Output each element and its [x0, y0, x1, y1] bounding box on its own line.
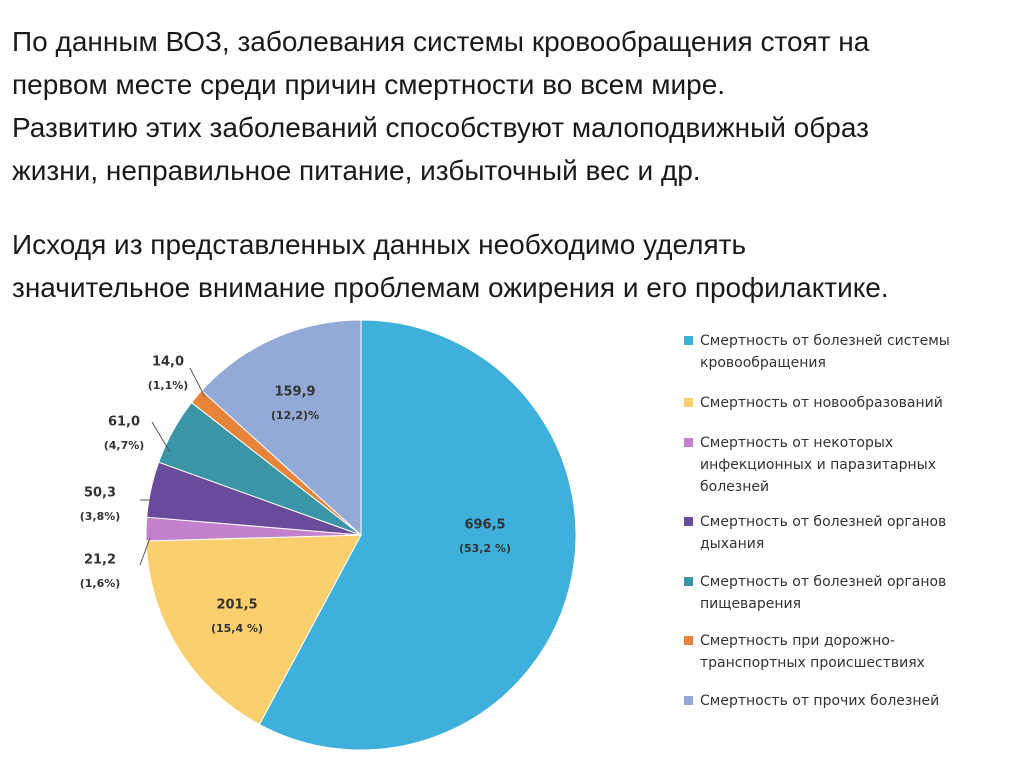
paragraph: По данным ВОЗ, заболевания системы крово…	[12, 20, 869, 192]
text-line: значительное внимание проблемам ожирения…	[12, 272, 889, 303]
legend-item: Смертность от прочих болезней	[684, 690, 974, 712]
legend-label: Смертность при дорожно-транспортных прои…	[700, 633, 925, 671]
legend-label: Смертность от некоторых инфекционных и п…	[700, 435, 936, 495]
value-label: 201,5	[216, 598, 257, 613]
legend-swatch	[684, 696, 693, 705]
legend-item: Смертность от новообразований	[684, 392, 974, 414]
legend-label: Смертность от болезней органов пищеварен…	[700, 574, 947, 612]
paragraph: Исходя из представленных данных необходи…	[12, 223, 889, 309]
text-line: Развитию этих заболеваний способствуют м…	[12, 112, 869, 143]
leader-line	[139, 537, 151, 566]
legend-swatch	[684, 636, 693, 645]
percent-label: (15,4 %)	[211, 622, 263, 635]
value-label: 21,2	[84, 553, 116, 568]
legend-label: Смертность от прочих болезней	[700, 693, 940, 709]
text-line: жизни, неправильное питание, избыточный …	[12, 155, 701, 186]
leader-line	[189, 367, 206, 398]
text-line: первом месте среди причин смертности во …	[12, 69, 726, 100]
legend-item: Смертность при дорожно-транспортных прои…	[684, 630, 974, 674]
legend-label: Смертность от болезней органов дыхания	[700, 514, 947, 552]
percent-label: (53,2 %)	[459, 542, 511, 555]
percent-label: (12,2)%	[271, 409, 319, 422]
legend-item: Смертность от болезней органов дыхания	[684, 511, 974, 555]
legend-label: Смертность от болезней системы кровообра…	[700, 333, 950, 371]
legend-swatch	[684, 577, 693, 586]
value-label: 696,5	[464, 518, 505, 533]
value-label: 50,3	[84, 486, 116, 501]
percent-label: (1,6%)	[80, 577, 121, 590]
value-label: 159,9	[274, 385, 315, 400]
legend-label: Смертность от новообразований	[700, 395, 943, 411]
legend-item: Смертность от болезней органов пищеварен…	[684, 571, 974, 615]
legend-swatch	[684, 336, 693, 345]
text-line: По данным ВОЗ, заболевания системы крово…	[12, 26, 870, 57]
pie-slice	[201, 319, 362, 537]
percent-label: (1,1%)	[148, 379, 189, 392]
legend-swatch	[684, 398, 693, 407]
legend-swatch	[684, 517, 693, 526]
legend-item: Смертность от некоторых инфекционных и п…	[684, 432, 974, 498]
pie-slice	[145, 534, 362, 726]
leader-line	[151, 421, 171, 453]
legend-swatch	[684, 438, 693, 447]
legend-item: Смертность от болезней системы кровообра…	[684, 330, 974, 374]
text-line: Исходя из представленных данных необходи…	[12, 229, 747, 260]
value-label: 14,0	[152, 355, 184, 370]
value-label: 61,0	[108, 415, 140, 430]
percent-label: (3,8%)	[80, 510, 121, 523]
percent-label: (4,7%)	[104, 439, 145, 452]
pie-slice	[258, 319, 577, 751]
